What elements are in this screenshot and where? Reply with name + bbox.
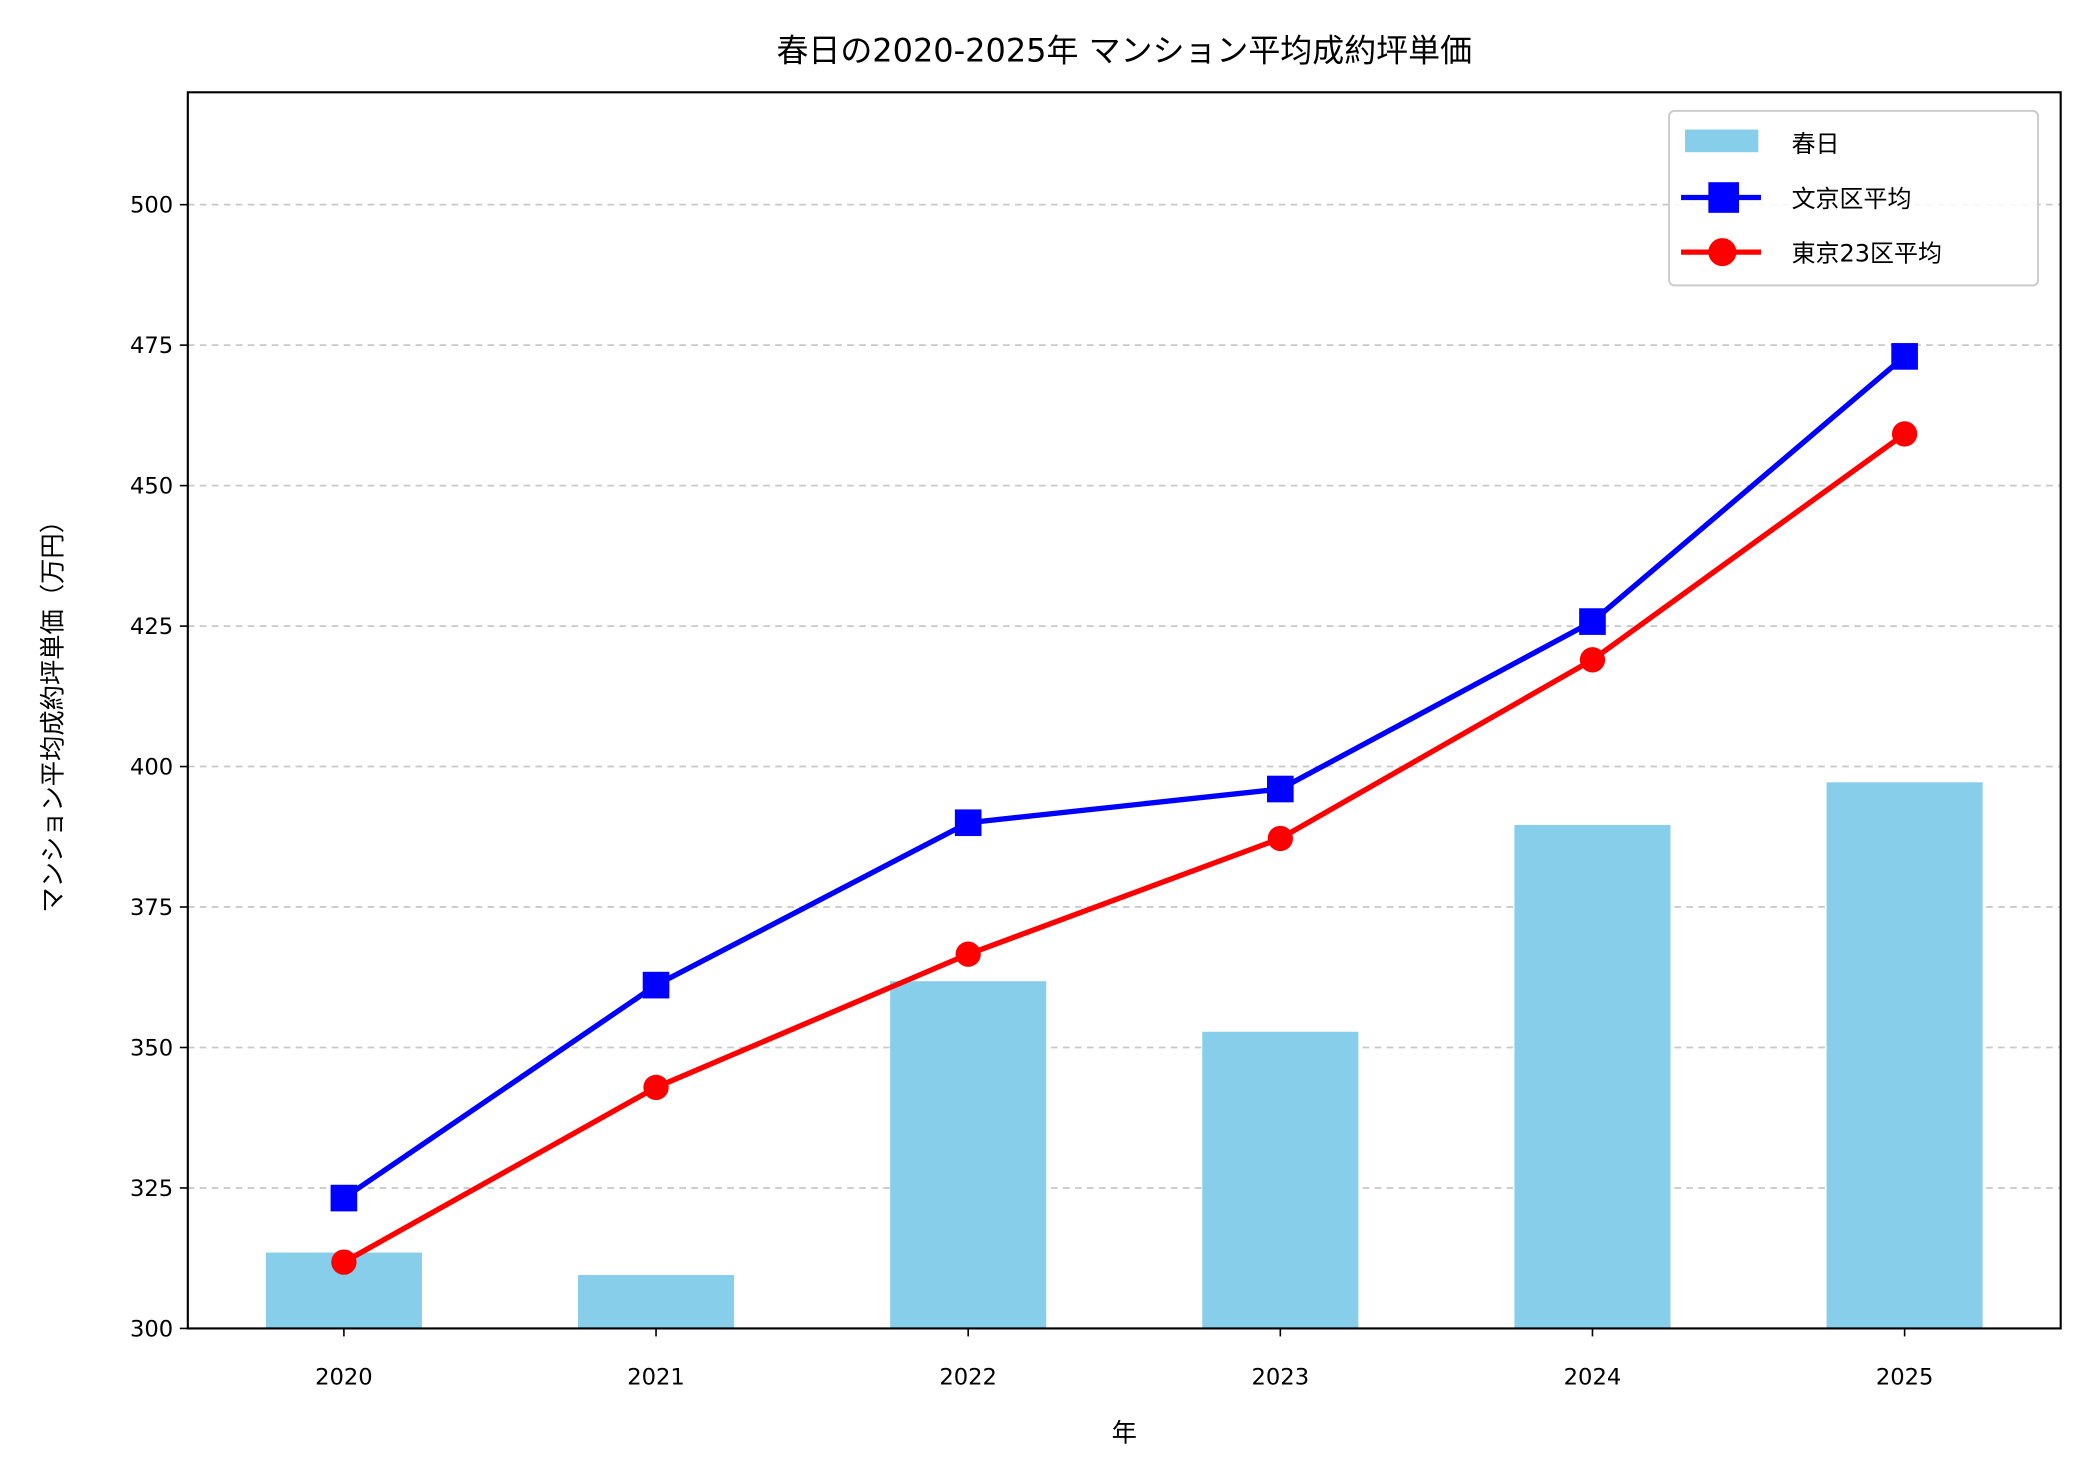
bar-2022 [890, 981, 1047, 1329]
y-tick-label: 500 [130, 193, 173, 219]
circle-marker [1579, 647, 1606, 673]
y-tick-label: 300 [130, 1316, 173, 1342]
bar-2025 [1826, 782, 1983, 1329]
bar-2024 [1514, 824, 1671, 1329]
y-axis-ticks: 300 325 350 375 400 425 450 475 500 [130, 193, 188, 1342]
legend-label: 春日 [1792, 130, 1840, 158]
legend-label: 東京23区平均 [1792, 239, 1942, 267]
square-marker [954, 809, 982, 837]
square-marker [330, 1184, 358, 1212]
y-tick-label: 350 [130, 1035, 173, 1061]
legend-frame [1668, 109, 2040, 287]
chart-title: 春日の2020-2025年 マンション平均成約坪単価 [776, 32, 1472, 70]
x-axis-ticks: 2020 2021 2022 2023 2024 2025 [315, 1328, 1933, 1390]
legend-label: 文京区平均 [1792, 185, 1912, 213]
legend: 春日 文京区平均 東京23区平均 [1668, 109, 2040, 287]
y-tick-label: 450 [130, 474, 173, 500]
legend-marker-circle [1708, 238, 1737, 267]
x-tick-label: 2021 [627, 1364, 685, 1390]
bar-2021 [577, 1275, 735, 1329]
circle-marker [1891, 421, 1918, 447]
line-series-2 [342, 431, 1907, 1265]
x-tick-label: 2022 [939, 1364, 997, 1390]
circle-marker [331, 1249, 357, 1275]
y-tick-label: 325 [130, 1176, 173, 1202]
y-tick-label: 425 [130, 614, 173, 640]
legend-marker-square [1708, 182, 1739, 213]
x-tick-label: 2020 [315, 1364, 373, 1390]
circle-marker [1267, 825, 1293, 852]
y-tick-label: 475 [130, 333, 173, 359]
y-tick-label: 400 [130, 755, 173, 781]
x-tick-label: 2024 [1564, 1364, 1622, 1390]
bars [265, 782, 1983, 1329]
lines [330, 343, 1918, 1275]
legend-swatch-bar [1685, 129, 1759, 153]
y-axis-label: マンション平均成約坪単価（万円） [38, 508, 67, 913]
circle-marker [643, 1074, 669, 1101]
square-marker [1267, 775, 1294, 803]
gridlines [187, 203, 2061, 1189]
x-axis-label: 年 [1112, 1419, 1137, 1448]
x-tick-label: 2023 [1252, 1364, 1310, 1390]
y-tick-label: 375 [130, 895, 173, 921]
plot-frame [186, 91, 2062, 1330]
x-tick-label: 2025 [1876, 1364, 1934, 1390]
square-marker [642, 971, 670, 999]
bar-2023 [1202, 1031, 1359, 1329]
line-series-1 [342, 354, 1907, 1201]
square-marker [1579, 608, 1606, 635]
circle-marker [955, 941, 981, 967]
square-marker [1891, 343, 1918, 370]
